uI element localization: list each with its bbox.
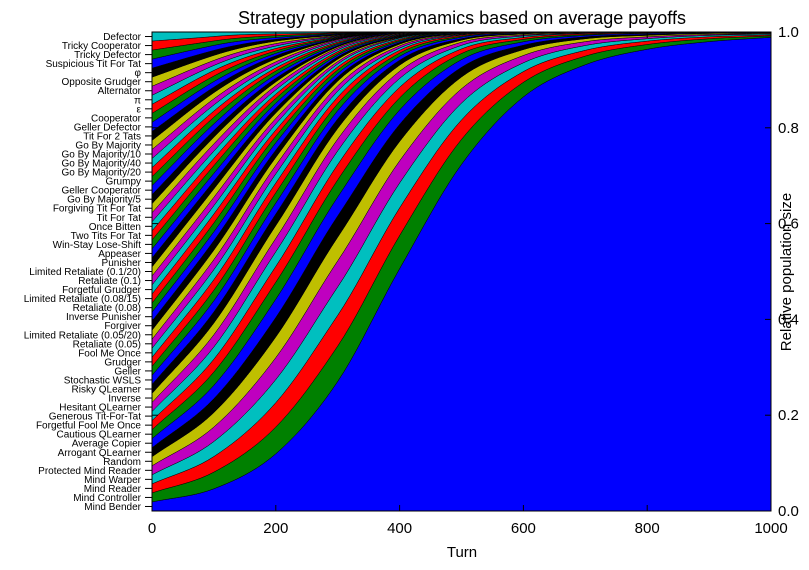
strategy-label: Geller Cooperator — [62, 186, 142, 197]
strategy-label: Go By Majority/20 — [62, 168, 142, 179]
strategy-label: Opposite Grudger — [62, 77, 142, 88]
strategy-label: Tit For Tat — [97, 213, 142, 224]
y-tick-label: 0.6 — [778, 216, 799, 233]
strategy-label: Grudger — [104, 357, 141, 368]
y-tick-label: 0.8 — [778, 120, 799, 137]
strategy-label: Go By Majority/40 — [62, 159, 142, 170]
strategy-label: Tit For 2 Tats — [83, 131, 141, 142]
strategy-label: Tricky Cooperator — [62, 41, 142, 52]
x-tick-label: 600 — [511, 520, 536, 537]
x-axis-ticks: 0 200 400 600 800 1000 — [148, 32, 788, 537]
strategy-label: Defector — [103, 32, 141, 43]
y-tick-label: 0.2 — [778, 407, 799, 424]
strategy-label: Cautious QLearner — [57, 430, 142, 441]
strategy-label: Mind Controller — [73, 493, 141, 504]
x-tick-label: 0 — [148, 520, 156, 537]
strategy-label: Forgetful Fool Me Once — [36, 421, 141, 432]
x-tick-label: 400 — [387, 520, 412, 537]
strategy-label: Arrogant QLearner — [58, 448, 142, 459]
strategy-label: Suspicious Tit For Tat — [46, 59, 142, 70]
x-tick-label: 800 — [635, 520, 660, 537]
y-tick-label: 1.0 — [778, 24, 799, 41]
strategy-label: Average Copier — [72, 439, 142, 450]
strategy-label: Limited Retaliate (0.08/15) — [24, 294, 141, 305]
strategy-label: Alternator — [98, 86, 142, 97]
strategy-label: Forgiving Tit For Tat — [53, 204, 141, 215]
strategy-label: Stochastic WSLS — [64, 375, 142, 386]
strategy-label: Cooperator — [91, 113, 142, 124]
strategy-label: Limited Retaliate (0.05/20) — [24, 330, 141, 341]
strategy-label: Grumpy — [105, 177, 141, 188]
strategy-label: Inverse Punisher — [66, 312, 142, 323]
strategy-label: Limited Retaliate (0.1/20) — [29, 267, 141, 278]
strategy-label: Forgetful Grudger — [62, 285, 142, 296]
strategy-label: Inverse — [108, 394, 141, 405]
strategy-label: Punisher — [102, 258, 142, 269]
strategy-label: Risky QLearner — [72, 384, 142, 395]
strategy-label: Win-Stay Lose-Shift — [53, 240, 142, 251]
strategy-label: Retaliate (0.08) — [73, 303, 141, 314]
x-tick-label: 200 — [263, 520, 288, 537]
strategy-label: Mind Warper — [84, 475, 142, 486]
strategy-label: Forgiver — [104, 321, 141, 332]
strategy-label: Retaliate (0.1) — [78, 276, 141, 287]
strategy-label: Mind Reader — [84, 484, 142, 495]
strategy-label: Geller Defector — [74, 122, 142, 133]
strategy-label: Go By Majority — [75, 140, 141, 151]
y-axis-ticks: 0.0 0.2 0.4 0.6 0.8 1.0 — [152, 24, 799, 520]
strategy-label: Retaliate (0.05) — [73, 339, 141, 350]
strategy-label: Protected Mind Reader — [38, 466, 142, 477]
strategy-label: ε — [137, 104, 142, 115]
strategy-label: Tricky Defector — [74, 50, 142, 61]
strategy-label: Random — [103, 457, 141, 468]
chart-title: Strategy population dynamics based on av… — [238, 8, 686, 28]
strategy-label: Appeaser — [98, 249, 141, 260]
x-tick-label: 1000 — [754, 520, 787, 537]
x-axis-label: Turn — [447, 544, 477, 561]
y-tick-label: 0.0 — [778, 503, 799, 520]
strategy-label: Mind Bender — [84, 502, 141, 513]
strategy-label: π — [134, 95, 141, 106]
strategy-label: Once Bitten — [89, 222, 141, 233]
strategy-label: Generous Tit-For-Tat — [49, 412, 141, 423]
y-axis-label: Relative population size — [778, 193, 795, 351]
strategy-label: φ — [135, 68, 142, 79]
strategy-label: Go By Majority/5 — [67, 195, 141, 206]
stacked-areas — [151, 31, 772, 512]
strategy-label: Go By Majority/10 — [62, 150, 142, 161]
strategy-label: Fool Me Once — [78, 348, 141, 359]
strategy-label: Geller — [114, 366, 141, 377]
strategy-label: Two Tits For Tat — [71, 231, 142, 242]
strategy-label: Hesitant QLearner — [59, 403, 141, 414]
y-tick-label: 0.4 — [778, 311, 799, 328]
